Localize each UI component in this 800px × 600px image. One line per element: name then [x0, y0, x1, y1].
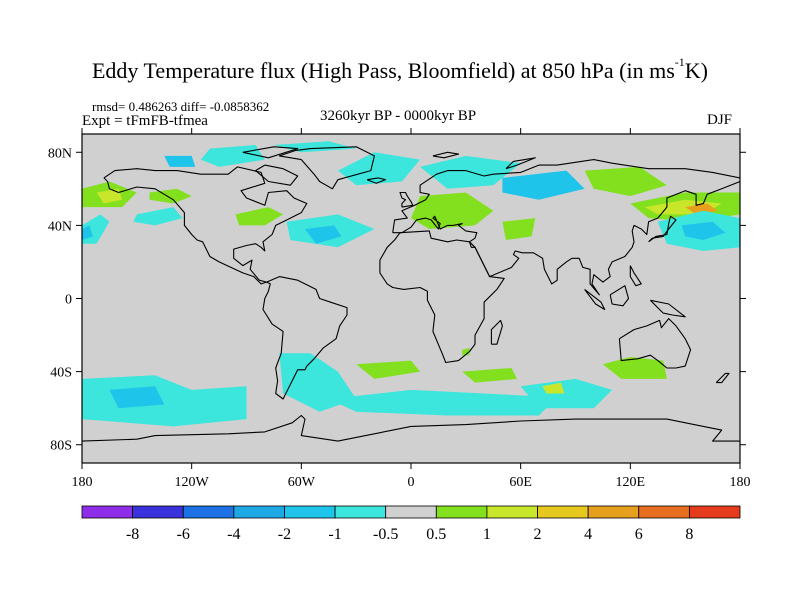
field-region-south-pacific-core — [109, 386, 165, 409]
coastline-ellesmere — [242, 146, 299, 159]
colorbar-label: -6 — [177, 526, 190, 543]
coastline-philippines — [629, 265, 642, 287]
colorbar-label: -8 — [126, 526, 139, 543]
coastline-iceland — [366, 177, 386, 184]
field-region-gulf-alaska-negative — [133, 207, 183, 226]
colorbar-swatch — [537, 505, 589, 519]
lat-tick-label: 40N — [48, 219, 72, 234]
colorbar-label: 2 — [534, 526, 542, 543]
field-region-kamchatka-orange — [685, 203, 719, 215]
field-region-australia-positive — [602, 357, 667, 379]
field-region-canada-negative — [200, 145, 265, 167]
colorbar-label: -1 — [328, 526, 341, 543]
lat-tick-label: 0 — [65, 293, 72, 308]
field-region-siberia-negative — [502, 170, 585, 200]
experiment-label: Expt = tFmFB-tfmea — [82, 113, 208, 129]
lon-tick-label: 120W — [175, 475, 210, 490]
colorbar-swatch — [486, 505, 538, 519]
field-layer — [82, 134, 740, 463]
colorbar-swatch — [233, 505, 285, 519]
field-region-indian-ocean-positive — [462, 368, 517, 383]
field-region-east-us-positive — [235, 207, 284, 226]
coastline-new-guinea — [650, 299, 686, 318]
colorbar-swatch — [385, 505, 437, 519]
coastline-svalbard — [432, 151, 460, 159]
colorbar-swatch — [587, 505, 640, 519]
field-region-indian-ocean-yellow — [542, 382, 565, 394]
field-region-north-pacific-east-strong — [82, 225, 93, 240]
coastline-borneo — [609, 285, 630, 307]
colorbar-swatch — [688, 505, 741, 519]
stats-text: rmsd= 0.486263 diff= -0.0858362 — [92, 99, 270, 114]
colorbar-swatch — [638, 505, 690, 519]
coastline-baffin — [255, 164, 299, 186]
colorbar-label: -2 — [278, 526, 291, 543]
colorbar-swatch — [284, 505, 336, 519]
lon-tick-label: 60W — [288, 475, 316, 490]
field-region-atlantic-core — [305, 225, 342, 244]
field-region-south-america-negative — [279, 353, 357, 412]
colorbar-swatch — [132, 505, 184, 519]
field-region-asia-positive — [584, 166, 667, 197]
colorbar-swatch — [435, 505, 488, 519]
lat-tick-label: 80S — [50, 439, 72, 454]
colorbar-label: -4 — [227, 526, 240, 543]
colorbar-label: -0.5 — [373, 526, 398, 543]
lon-tick-label: 180 — [730, 475, 751, 490]
coastline-madagascar — [490, 319, 503, 345]
coastline-africa — [379, 230, 505, 364]
map-title: Eddy Temperature flux (High Pass, Bloomf… — [0, 55, 800, 84]
field-region-south-atlantic-negative — [328, 389, 558, 416]
colorbar-swatch — [81, 505, 134, 519]
coastline-japan — [648, 215, 677, 243]
season-label: DJF — [707, 112, 733, 128]
field-region-south-pacific-negative — [82, 375, 247, 427]
title-text: Eddy Temperature flux (High Pass, Bloomf… — [91, 58, 675, 83]
field-region-alaska-positive — [149, 188, 192, 204]
title-superscript: -1 — [674, 55, 685, 69]
lat-tick-label: 40S — [50, 366, 72, 381]
colorbar: -8 -6 -4 -2 -1 -0.5 0.5 1 2 4 6 8 — [81, 505, 741, 543]
lat-tick-label: 80N — [48, 146, 72, 161]
coastline-new-zealand — [715, 372, 730, 384]
colorbar-label: 8 — [685, 526, 693, 543]
coastline-asia-east — [392, 180, 740, 296]
coastline-sumatra — [584, 288, 606, 311]
colorbar-label: 0.5 — [426, 526, 446, 543]
colorbar-label: 4 — [584, 526, 592, 543]
colorbar-label: 1 — [483, 526, 491, 543]
coastline-europe-asia — [392, 159, 740, 233]
field-region-south-atlantic-positive — [356, 360, 421, 379]
coastline-novaya-zemlya — [505, 157, 536, 170]
colorbar-swatch — [182, 505, 235, 519]
field-region-caspian-positive — [502, 218, 536, 240]
axis-ticks: 80N 40N 0 40S 80S 180 120W 60W 0 60E 120E 180 — [48, 128, 751, 490]
colorbar-swatch — [334, 505, 387, 519]
coastline-uk — [399, 191, 414, 208]
lon-tick-label: 0 — [408, 475, 415, 490]
period-label: 3260kyr BP - 0000kyr BP — [320, 108, 477, 124]
field-region-north-pacific-positive-core — [96, 188, 123, 204]
lon-tick-label: 60E — [509, 475, 532, 490]
coastline-australia — [618, 318, 692, 369]
field-region-canada-blue — [164, 155, 196, 167]
title-tail: K) — [684, 58, 708, 83]
lon-tick-label: 120E — [616, 475, 646, 490]
coastline-antarctica — [82, 414, 740, 442]
field-region-north-atlantic-band — [337, 152, 421, 186]
colorbar-label: 6 — [635, 526, 643, 543]
field-region-north-pacific-west-core — [681, 221, 726, 240]
coastline-south-america — [262, 276, 348, 400]
lon-tick-label: 180 — [72, 475, 93, 490]
coastline-layer — [82, 146, 740, 442]
coastline-greenland — [278, 146, 375, 190]
